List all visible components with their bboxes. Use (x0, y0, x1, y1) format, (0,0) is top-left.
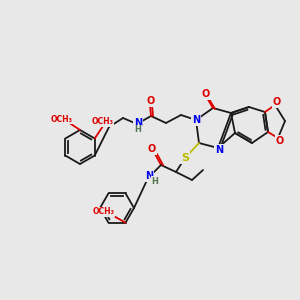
Text: O: O (147, 96, 155, 106)
Text: O: O (273, 97, 281, 107)
Text: H: H (152, 176, 158, 185)
Text: H: H (135, 125, 141, 134)
Text: N: N (134, 118, 142, 128)
Text: OCH₃: OCH₃ (92, 117, 114, 126)
Text: OCH₃: OCH₃ (51, 115, 73, 124)
Text: OCH₃: OCH₃ (92, 207, 115, 216)
Text: S: S (181, 153, 189, 163)
Text: N: N (215, 145, 223, 155)
Text: N: N (145, 171, 153, 181)
Text: O: O (202, 89, 210, 99)
Text: O: O (276, 136, 284, 146)
Text: O: O (148, 144, 156, 154)
Text: N: N (192, 115, 200, 125)
